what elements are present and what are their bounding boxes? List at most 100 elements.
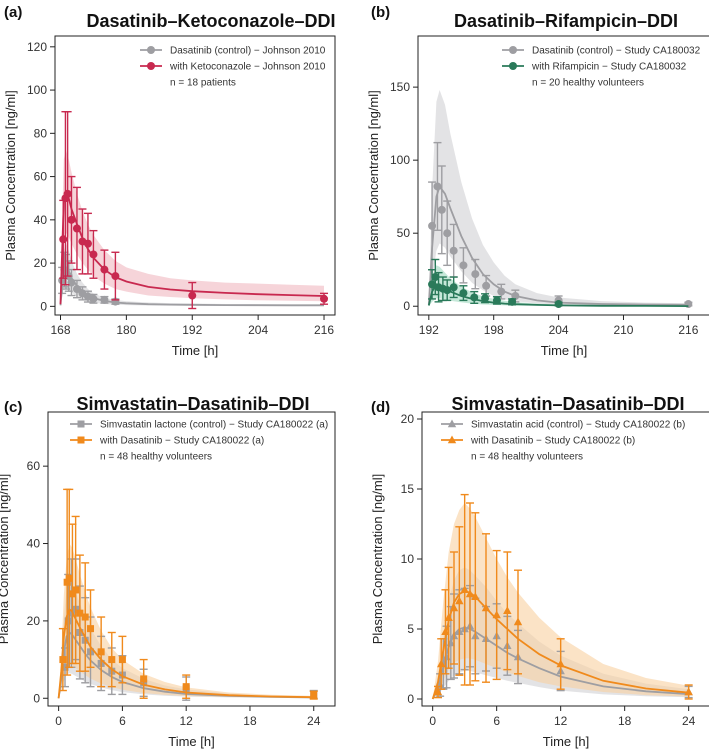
series-2-line xyxy=(431,590,689,700)
data-point xyxy=(428,280,437,289)
data-point xyxy=(100,265,109,274)
legend: Simvastatin lactone (control) − Study CA… xyxy=(70,420,328,463)
legend-note: n = 48 healthy volunteers xyxy=(100,452,212,463)
y-axis-label: Plasma Concentration [ng/ml] xyxy=(370,474,385,645)
data-point xyxy=(511,292,520,301)
y-tick-label: 60 xyxy=(34,170,48,184)
y-tick-label: 60 xyxy=(27,459,41,473)
y-tick-label: 20 xyxy=(27,614,41,628)
legend-entry: with Ketoconazole − Johnson 2010 xyxy=(169,62,326,73)
y-tick-label: 0 xyxy=(407,692,414,706)
y-tick-label: 150 xyxy=(390,80,410,94)
data-point xyxy=(459,289,468,298)
data-point xyxy=(497,287,506,296)
legend-entry: Dasatinib (control) − Study CA180032 xyxy=(532,46,701,57)
data-point xyxy=(481,294,490,303)
data-point xyxy=(492,610,501,619)
data-point xyxy=(443,229,452,238)
y-tick-label: 5 xyxy=(407,622,414,636)
panel-title: Simvastatin–Dasatinib–DDI xyxy=(76,394,309,414)
y-tick-label: 100 xyxy=(390,153,410,167)
data-point xyxy=(140,675,148,683)
x-tick-label: 0 xyxy=(55,714,62,728)
data-point xyxy=(431,273,440,282)
data-point xyxy=(459,261,468,270)
data-point xyxy=(188,291,197,300)
data-point xyxy=(455,596,464,605)
x-tick-label: 210 xyxy=(613,323,633,337)
legend: Dasatinib (control) − Study CA180032 with… xyxy=(502,46,701,89)
x-tick-label: 192 xyxy=(182,323,202,337)
legend-note: n = 48 healthy volunteers xyxy=(471,452,583,463)
data-point xyxy=(437,659,446,668)
legend-marker xyxy=(147,62,155,70)
x-tick-label: 12 xyxy=(180,714,194,728)
panel-letter: (d) xyxy=(371,399,390,416)
data-point xyxy=(441,627,450,635)
chart-panel-3: (c) Simvastatin–Dasatinib–DDI 0 20 40 60 0 6 12 1… xyxy=(0,394,336,749)
data-point xyxy=(63,189,72,198)
chart-panel-2: (b) Dasatinib–Rifampicin–DDI 0 50 100 150 192 1… xyxy=(366,4,709,358)
y-tick-label: 50 xyxy=(397,226,411,240)
data-point xyxy=(481,603,491,612)
x-tick-label: 6 xyxy=(119,714,126,728)
data-point xyxy=(449,283,458,292)
legend-marker xyxy=(147,46,155,54)
legend-note: n = 20 healthy volunteers xyxy=(532,78,644,89)
data-point xyxy=(492,296,501,305)
x-tick-label: 192 xyxy=(419,323,439,337)
y-axis-label: Plasma Concentration [ng/ml] xyxy=(3,90,18,261)
series-2-band xyxy=(60,150,324,307)
x-tick-label: 198 xyxy=(484,323,504,337)
data-point xyxy=(428,221,437,230)
y-axis-label: Plasma Concentration [ng/ml] xyxy=(366,90,381,261)
data-point xyxy=(443,286,452,295)
y-axis-label: Plasma Concentration [ng/ml] xyxy=(0,474,11,645)
y-tick-label: 0 xyxy=(403,299,410,313)
data-point xyxy=(65,574,73,582)
data-point xyxy=(81,613,89,621)
data-point xyxy=(67,609,75,617)
x-tick-label: 216 xyxy=(678,323,698,337)
legend-entry: Simvastatin lactone (control) − Study CA… xyxy=(100,420,328,431)
x-axis-label: Time [h] xyxy=(168,734,214,749)
data-point xyxy=(100,295,109,304)
data-point xyxy=(63,578,71,586)
data-point xyxy=(684,687,693,696)
x-tick-label: 0 xyxy=(429,714,436,728)
data-point xyxy=(437,205,446,214)
data-point xyxy=(471,270,480,279)
data-point xyxy=(182,683,190,691)
panel-letter: (b) xyxy=(371,4,390,21)
y-tick-label: 20 xyxy=(34,256,48,270)
legend-marker xyxy=(77,420,85,428)
panel-title: Simvastatin–Dasatinib–DDI xyxy=(451,394,684,414)
data-point xyxy=(513,617,523,626)
legend-entry: Dasatinib (control) − Johnson 2010 xyxy=(170,46,326,57)
data-point xyxy=(465,589,475,598)
data-point xyxy=(503,606,512,614)
y-tick-label: 0 xyxy=(33,691,40,705)
x-tick-label: 24 xyxy=(682,714,696,728)
data-point xyxy=(460,585,469,593)
panel-title: Dasatinib–Rifampicin–DDI xyxy=(454,11,678,31)
y-tick-label: 0 xyxy=(40,299,47,313)
legend-entry: with Dasatinib − Study CA180022 (b) xyxy=(470,436,635,447)
chart-panel-1: (a) Dasatinib–Ketoconazole–DDI 0 20 40 60 80 10… xyxy=(3,4,336,358)
data-point xyxy=(111,272,120,281)
y-tick-label: 100 xyxy=(27,83,47,97)
chart-panel-4: (d) Simvastatin–Dasatinib–DDI 0 5 10 15 20 0 6 12… xyxy=(370,394,709,749)
data-point xyxy=(59,656,67,664)
series-1-line xyxy=(431,626,689,700)
data-point xyxy=(72,224,81,233)
x-tick-label: 168 xyxy=(50,323,70,337)
data-point xyxy=(470,293,479,302)
legend-entry: with Rifampicin − Study CA180032 xyxy=(531,62,687,73)
data-point xyxy=(556,659,565,668)
x-tick-label: 6 xyxy=(493,714,500,728)
x-axis-label: Time [h] xyxy=(541,343,587,358)
data-point xyxy=(108,656,116,664)
data-point xyxy=(310,691,318,699)
data-point xyxy=(471,592,480,600)
